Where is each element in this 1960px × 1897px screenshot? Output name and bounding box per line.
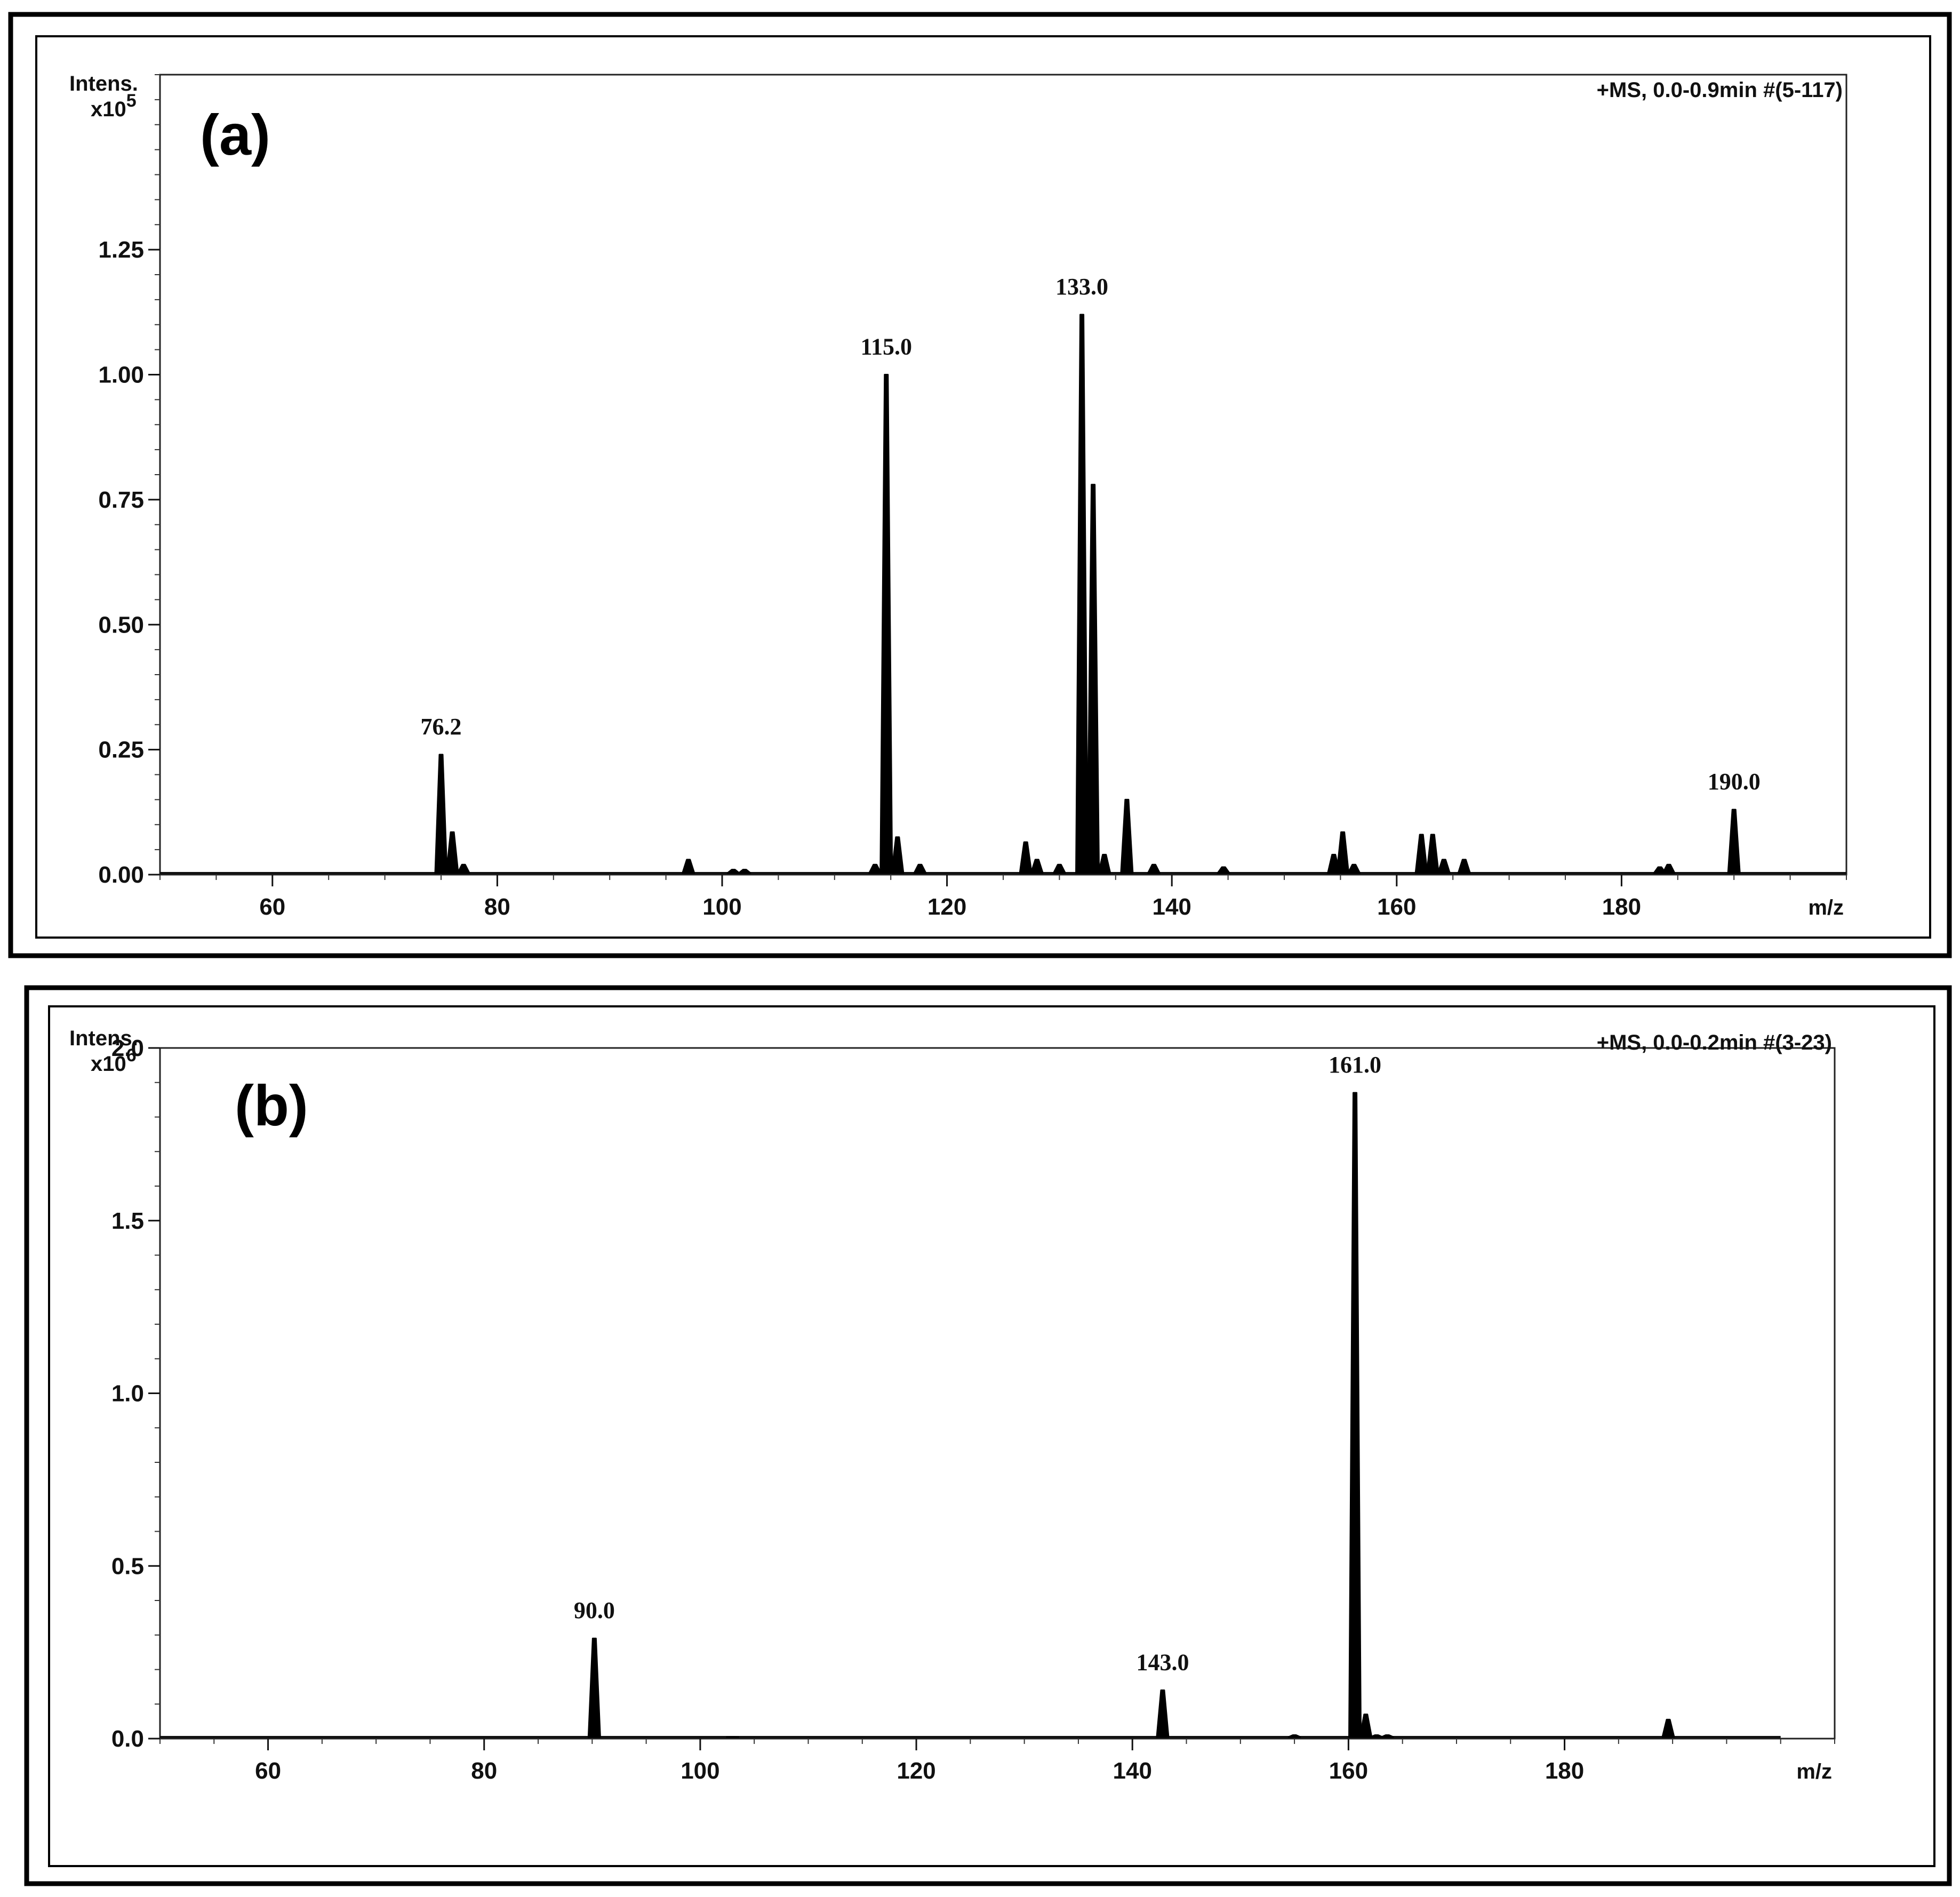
spectrum-peak <box>1348 1092 1362 1738</box>
spectrum-peak <box>1414 834 1428 874</box>
spectrum-peak <box>1662 863 1676 874</box>
spectrum-peak <box>1370 1734 1383 1738</box>
y-tick-label: 0.00 <box>98 862 144 888</box>
x-tick-label: 80 <box>484 894 510 920</box>
spectrum-peak <box>1426 834 1439 874</box>
x-tick-label: 160 <box>1329 1758 1368 1784</box>
x-axis-label: m/z <box>1808 896 1844 919</box>
spectrum-a: 0.00 0.25 0.50 0.75 1.00 1.25 60 80 100 120 140 160… <box>69 72 1847 920</box>
y-tick-label: 0.25 <box>98 737 144 763</box>
y-tick-label: 0.50 <box>98 612 144 638</box>
spectrum-peak <box>1457 859 1471 874</box>
x-tick-label: 100 <box>681 1758 719 1784</box>
spectrum-peak <box>1147 863 1161 874</box>
spectrum-peak <box>891 836 905 874</box>
spectrum-peak <box>457 863 470 874</box>
panel-b-inner-frame <box>48 1005 1935 1867</box>
spectrum-peak <box>1120 798 1134 874</box>
spectrum-peak <box>913 863 927 874</box>
x-tick-label: 140 <box>1113 1758 1152 1784</box>
x-tick-label: 100 <box>702 894 741 920</box>
spectrum-peak <box>738 869 751 874</box>
spectrum-peak <box>868 863 882 874</box>
peak-label: 190.0 <box>1708 769 1761 795</box>
y-scale-base: x10 <box>91 98 126 121</box>
spectrum-peak <box>1653 866 1667 874</box>
peak-label: 143.0 <box>1136 1649 1189 1675</box>
spectrum-peak <box>587 1637 601 1738</box>
y-scale-exponent: 5 <box>126 91 137 111</box>
y-tick-label: 0.75 <box>98 487 144 513</box>
plot-border <box>159 74 1847 876</box>
panel-a-inner-frame <box>35 35 1931 939</box>
spectrum-peak <box>726 869 740 874</box>
spectrum-peak <box>1098 854 1111 874</box>
x-tick-label: 180 <box>1545 1758 1584 1784</box>
spectrum-peak <box>1156 1689 1170 1738</box>
x-tick-label: 140 <box>1152 894 1191 920</box>
panel-b-outer-frame <box>24 985 1952 1886</box>
spectrum-peak <box>1052 863 1066 874</box>
spectrum-peak <box>879 374 893 874</box>
spectrum-peak <box>1727 809 1741 874</box>
y-tick-label: 1.0 <box>111 1381 144 1407</box>
x-tick-label: 160 <box>1377 894 1416 920</box>
panel-label: (b) <box>235 1073 308 1138</box>
y-scale-base: x10 <box>91 1052 126 1076</box>
x-tick-label: 60 <box>255 1758 281 1784</box>
y-axis-label: Intens. <box>69 72 138 95</box>
panel-a-outer-frame <box>8 12 1952 958</box>
spectrum-peak <box>445 831 459 874</box>
plot-border <box>159 1047 1836 1740</box>
peak-label: 115.0 <box>860 334 912 360</box>
spectrum-header: +MS, 0.0-0.9min #(5-117) <box>1597 78 1843 102</box>
peak-label: 161.0 <box>1329 1052 1381 1078</box>
spectrum-peak <box>1030 859 1044 874</box>
y-scale-label: x105 <box>91 91 137 121</box>
x-tick-label: 120 <box>927 894 966 920</box>
x-tick-label: 180 <box>1602 894 1641 920</box>
y-tick-label: 1.5 <box>111 1208 144 1234</box>
spectrum-peak <box>1661 1718 1675 1738</box>
spectrum-peak <box>434 754 448 874</box>
peak-label: 76.2 <box>421 714 462 740</box>
spectrum-peak <box>1359 1714 1373 1738</box>
spectrum-header: +MS, 0.0-0.2min #(3-23) <box>1597 1031 1832 1054</box>
y-tick-label: 2.0 <box>111 1035 144 1061</box>
x-tick-label: 80 <box>471 1758 497 1784</box>
spectrum-peak <box>1075 314 1089 874</box>
spectrum-peak <box>682 859 695 874</box>
y-tick-label: 0.0 <box>111 1726 144 1752</box>
spectrum-peak <box>1336 831 1350 874</box>
y-axis-label: Intens. <box>69 1027 138 1050</box>
spectrum-peak <box>1019 841 1033 874</box>
y-scale-exponent: 6 <box>126 1045 137 1066</box>
spectrum-peak <box>1287 1734 1301 1738</box>
panel-label: (a) <box>200 102 270 167</box>
peak-label: 90.0 <box>574 1597 615 1623</box>
spectrum-b: 0.0 0.5 1.0 1.5 2.0 60 80 100 120 140 160 180 m/z Int… <box>69 1027 1836 1784</box>
spectrum-peak <box>1347 863 1361 874</box>
spectrum-peak <box>1380 1734 1394 1738</box>
peak-label: 133.0 <box>1055 274 1108 300</box>
x-tick-label: 60 <box>259 894 285 920</box>
x-tick-label: 120 <box>897 1758 935 1784</box>
y-tick-label: 0.5 <box>111 1553 144 1579</box>
spectrum-peak <box>1437 859 1451 874</box>
spectrum-peak <box>1217 866 1230 874</box>
y-tick-label: 1.25 <box>98 237 144 263</box>
x-axis-label: m/z <box>1796 1760 1832 1783</box>
y-tick-label: 1.00 <box>98 362 144 388</box>
spectrum-peak <box>1086 484 1100 874</box>
y-scale-label: x106 <box>91 1045 137 1076</box>
